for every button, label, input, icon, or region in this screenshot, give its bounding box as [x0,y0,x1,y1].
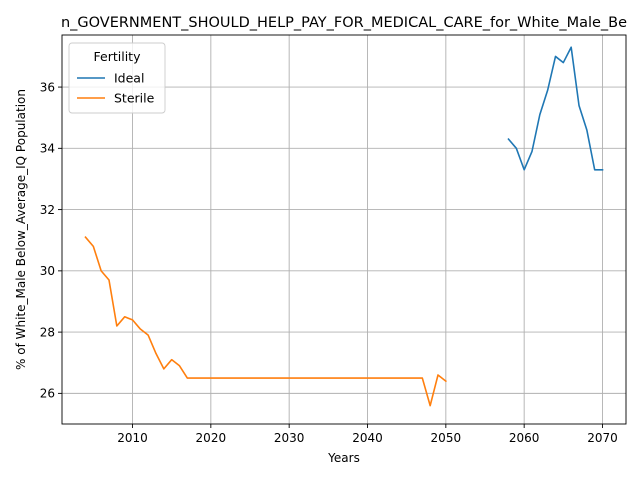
x-tick-label: 2050 [431,431,462,445]
y-tick-label: 28 [40,325,55,339]
legend-title: Fertility [94,49,142,64]
y-tick-label: 26 [40,387,55,401]
legend-label-sterile: Sterile [114,91,155,106]
x-tick-label: 2010 [117,431,148,445]
x-tick-label: 2020 [196,431,227,445]
series-line-sterile [84,236,447,407]
y-tick-label: 30 [40,264,55,278]
series-layer [84,46,604,407]
x-tick-label: 2070 [587,431,618,445]
y-tick-label: 36 [40,80,55,94]
x-tick-label: 2060 [509,431,540,445]
legend-box [68,42,166,114]
x-axis-ticks: 2010 2020 2030 2040 2050 2060 2070 [117,424,618,445]
x-axis-label: Years [327,451,360,465]
chart-title: n_GOVERNMENT_SHOULD_HELP_PAY_FOR_MEDICAL… [61,15,627,31]
series-line-ideal [507,46,604,171]
x-tick-label: 2030 [274,431,305,445]
plot-frame [61,34,627,425]
y-axis-ticks: 26 28 30 32 34 36 [40,80,62,401]
y-tick-label: 34 [40,142,55,156]
x-tick-label: 2040 [352,431,383,445]
y-axis-label: % of White_Male Below_Average_IQ Populat… [14,89,28,370]
legend-label-ideal: Ideal [114,71,144,86]
legend-entries: Ideal Sterile [77,71,155,106]
grid [62,35,626,424]
y-tick-label: 32 [40,203,55,217]
legend: Fertility Ideal Sterile [68,42,166,114]
